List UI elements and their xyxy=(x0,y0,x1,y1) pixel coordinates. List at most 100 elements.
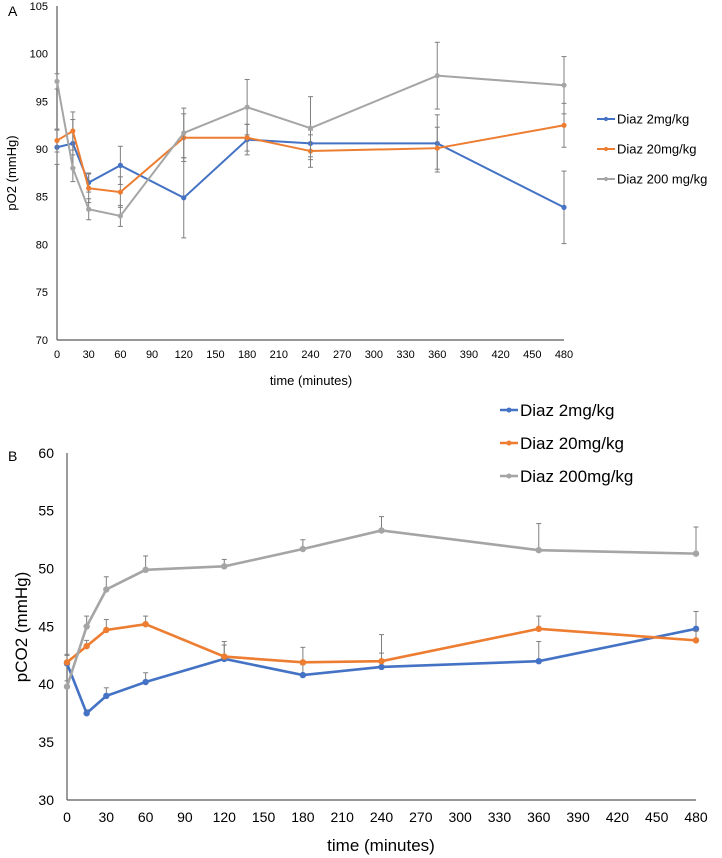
data-point xyxy=(117,189,123,195)
data-point xyxy=(117,213,123,219)
x-tick-label: 180 xyxy=(238,349,256,361)
x-tick-label: 420 xyxy=(491,349,509,361)
legend-marker xyxy=(603,176,609,182)
x-tick-label: 0 xyxy=(63,809,71,825)
series-diaz-200mg-kg xyxy=(63,516,700,690)
x-axis-title: time (minutes) xyxy=(270,373,352,388)
x-tick-label: 180 xyxy=(291,809,315,825)
y-axis-title: pO2 (mmHg) xyxy=(4,135,19,210)
legend-label: Diaz 200 mg/kg xyxy=(617,172,707,187)
legend-marker xyxy=(506,440,512,446)
x-tick-label: 210 xyxy=(331,809,355,825)
y-tick-label: 60 xyxy=(38,445,54,461)
x-tick-label: 480 xyxy=(684,809,708,825)
x-tick-label: 90 xyxy=(177,809,193,825)
data-point xyxy=(181,195,187,201)
y-tick-label: 90 xyxy=(36,144,48,156)
y-tick-label: 105 xyxy=(30,1,48,13)
x-tick-label: 210 xyxy=(270,349,288,361)
y-tick-label: 80 xyxy=(36,239,48,251)
x-tick-label: 240 xyxy=(370,809,394,825)
data-point xyxy=(434,73,440,79)
legend-item: Diaz 200 mg/kg xyxy=(597,172,707,187)
x-tick-label: 240 xyxy=(301,349,319,361)
data-point xyxy=(86,185,92,191)
x-tick-label: 300 xyxy=(448,809,472,825)
x-tick-label: 300 xyxy=(365,349,383,361)
x-tick-label: 360 xyxy=(527,809,551,825)
x-tick-label: 150 xyxy=(252,809,276,825)
y-tick-label: 100 xyxy=(30,49,48,61)
y-tick-label: 85 xyxy=(36,192,48,204)
data-point xyxy=(70,165,76,171)
y-tick-label: 45 xyxy=(38,618,54,634)
y-axis-title: pCO2 (mmHg) xyxy=(12,572,31,683)
data-point xyxy=(535,625,542,633)
data-point xyxy=(221,653,228,660)
data-point xyxy=(692,637,700,644)
x-tick-label: 0 xyxy=(54,349,60,361)
data-point xyxy=(54,137,60,144)
data-point xyxy=(221,563,228,570)
legend-marker xyxy=(506,407,512,413)
legend-item: Diaz 200mg/kg xyxy=(500,467,633,486)
legend-marker xyxy=(603,146,609,152)
data-point xyxy=(535,546,542,554)
x-tick-label: 120 xyxy=(175,349,193,361)
data-point xyxy=(244,135,250,141)
data-point xyxy=(83,710,90,717)
x-tick-label: 390 xyxy=(566,809,590,825)
y-tick-label: 35 xyxy=(38,734,54,750)
y-tick-label: 40 xyxy=(38,676,54,692)
x-tick-label: 60 xyxy=(138,809,154,825)
data-point xyxy=(63,659,71,666)
data-point xyxy=(103,626,110,634)
panel-a-po2-chart: A pO2 (mmHg) time (minutes) 70 75 80 85 90 95… xyxy=(4,1,707,388)
y-tick-label: 95 xyxy=(36,96,48,108)
data-point xyxy=(70,128,76,134)
x-tick-label: 30 xyxy=(99,809,115,825)
data-point xyxy=(244,104,250,110)
y-tick-label: 75 xyxy=(36,287,48,299)
data-point xyxy=(307,125,314,131)
x-tick-label: 330 xyxy=(488,809,512,825)
x-tick-label: 480 xyxy=(555,349,573,361)
legend-marker xyxy=(603,116,609,122)
y-tick-label: 55 xyxy=(38,503,54,519)
data-point xyxy=(299,659,307,666)
x-tick-label: 330 xyxy=(396,349,414,361)
legend-label: Diaz 2mg/kg xyxy=(520,401,614,420)
legend-marker xyxy=(506,473,512,479)
y-tick-label: 30 xyxy=(38,792,54,808)
data-point xyxy=(142,620,149,628)
data-point xyxy=(434,145,440,151)
data-point xyxy=(117,162,123,168)
data-point xyxy=(561,82,567,88)
x-tick-label: 270 xyxy=(333,349,351,361)
data-point xyxy=(299,545,307,553)
x-tick-label: 30 xyxy=(83,349,95,361)
y-tick-label: 70 xyxy=(36,335,48,347)
data-point xyxy=(692,625,700,633)
panel-label: B xyxy=(8,448,17,464)
legend-label: Diaz 2mg/kg xyxy=(617,112,689,127)
legend-item: Diaz 2mg/kg xyxy=(500,401,614,420)
x-tick-label: 420 xyxy=(606,809,630,825)
data-point xyxy=(142,566,149,574)
x-tick-label: 360 xyxy=(428,349,446,361)
data-point xyxy=(378,527,385,534)
data-point xyxy=(103,586,110,593)
x-axis-title: time (minutes) xyxy=(327,836,435,855)
panel-label: A xyxy=(8,3,18,19)
y-tick-label: 50 xyxy=(38,561,54,577)
data-point xyxy=(692,550,700,557)
data-point xyxy=(83,642,90,650)
data-point xyxy=(86,206,92,212)
x-tick-label: 90 xyxy=(146,349,158,361)
data-point xyxy=(561,122,567,128)
series-diaz-20mg-kg xyxy=(63,615,700,666)
data-point xyxy=(54,78,60,84)
x-tick-label: 390 xyxy=(460,349,478,361)
x-tick-label: 450 xyxy=(645,809,669,825)
data-point xyxy=(181,130,187,136)
